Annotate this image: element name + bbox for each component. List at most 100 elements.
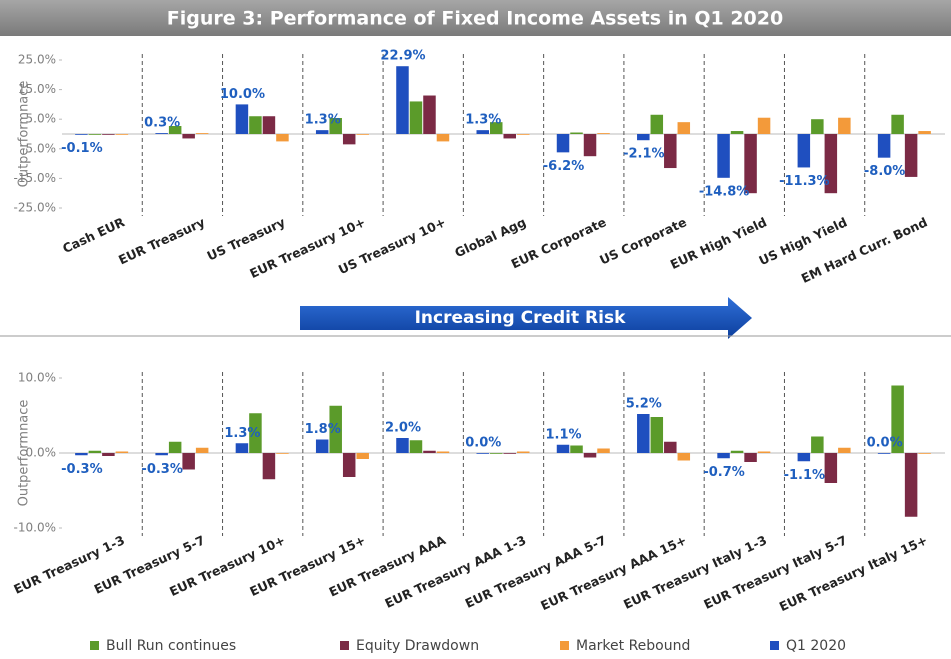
y-tick-label: 15.0% xyxy=(18,82,56,96)
bar xyxy=(570,132,583,134)
bar xyxy=(182,134,195,139)
bar xyxy=(276,453,289,454)
data-label: 0.3% xyxy=(144,116,180,131)
bar xyxy=(744,453,757,462)
data-label: 1.3% xyxy=(305,113,341,128)
y-tick-label: 25.0% xyxy=(18,53,56,67)
data-label: -0.1% xyxy=(61,141,102,156)
bar xyxy=(891,385,904,453)
bar xyxy=(570,445,583,453)
bar xyxy=(757,451,771,453)
bar xyxy=(811,436,824,453)
bar xyxy=(436,451,450,453)
bar xyxy=(262,453,276,480)
data-label: 2.0% xyxy=(385,421,421,436)
legend-label: Bull Run continues xyxy=(106,638,236,654)
legend-swatch xyxy=(770,641,779,650)
bar xyxy=(503,134,516,139)
legend-label: Equity Drawdown xyxy=(356,638,479,654)
bar xyxy=(490,122,503,134)
legend-swatch xyxy=(560,641,569,650)
data-label: -8.0% xyxy=(864,164,905,179)
legend-swatch xyxy=(340,641,349,650)
legend-label: Q1 2020 xyxy=(786,638,846,654)
bar xyxy=(356,134,369,135)
bar xyxy=(423,450,436,453)
bar xyxy=(329,405,342,453)
bar xyxy=(838,117,851,134)
title-bar xyxy=(0,0,951,36)
bar xyxy=(195,133,209,134)
bar xyxy=(517,451,530,453)
bar xyxy=(637,414,650,453)
data-label: 5.2% xyxy=(626,397,662,412)
bar xyxy=(396,66,409,134)
data-label: -11.3% xyxy=(779,174,830,189)
bar xyxy=(877,453,891,454)
bar xyxy=(556,134,570,153)
bar xyxy=(115,134,129,135)
bar xyxy=(276,134,289,142)
legend-swatch xyxy=(90,641,99,650)
bar xyxy=(342,453,356,477)
y-tick-label: -15.0% xyxy=(14,171,56,185)
bar xyxy=(904,453,918,517)
data-label: 1.1% xyxy=(545,427,581,442)
bar xyxy=(503,453,516,454)
data-label: 10.0% xyxy=(220,87,265,102)
bar xyxy=(891,114,904,134)
bar xyxy=(168,441,182,453)
data-label: 1.3% xyxy=(465,113,501,128)
bar xyxy=(597,448,610,453)
bar xyxy=(717,134,730,178)
data-label: 0.0% xyxy=(867,436,903,451)
bar xyxy=(88,450,102,453)
bar xyxy=(88,134,102,135)
bar xyxy=(490,453,503,454)
bar xyxy=(838,447,851,453)
data-label: 1.8% xyxy=(305,422,341,437)
bar xyxy=(436,134,450,142)
bar xyxy=(315,439,329,453)
data-label: 0.0% xyxy=(465,436,501,451)
bar xyxy=(168,126,182,134)
y-tick-label: 10.0% xyxy=(18,371,56,385)
bar xyxy=(102,453,115,456)
data-label: -14.8% xyxy=(699,184,750,199)
bar xyxy=(664,134,677,169)
bar xyxy=(396,438,409,453)
bar xyxy=(730,131,744,134)
bar xyxy=(155,133,168,134)
bar xyxy=(102,134,115,135)
bar xyxy=(476,453,489,454)
data-label: -0.3% xyxy=(61,462,102,477)
bar xyxy=(235,443,249,453)
bar xyxy=(182,453,195,470)
bar xyxy=(650,114,664,134)
bar xyxy=(556,444,570,453)
bar xyxy=(811,119,824,134)
bar xyxy=(329,118,342,134)
bar xyxy=(637,134,650,141)
bar xyxy=(75,134,88,135)
credit-risk-arrow xyxy=(300,297,752,339)
y-tick-label: 5.0% xyxy=(26,112,57,126)
bar xyxy=(409,101,423,134)
data-label: -0.3% xyxy=(141,462,182,477)
y-tick-label: -5.0% xyxy=(21,141,56,155)
bar xyxy=(677,453,691,461)
data-label: 22.9% xyxy=(380,49,425,64)
bar xyxy=(918,131,931,134)
bar xyxy=(583,134,597,157)
bar xyxy=(476,130,489,134)
bar xyxy=(155,453,168,456)
bar xyxy=(717,453,730,459)
bar xyxy=(797,453,811,462)
bar xyxy=(195,447,209,453)
y-axis-label: Outperformnace xyxy=(17,81,32,188)
legend-label: Market Rebound xyxy=(576,638,690,654)
bar xyxy=(677,122,691,134)
bar xyxy=(583,453,597,458)
data-label: -1.1% xyxy=(784,468,825,483)
